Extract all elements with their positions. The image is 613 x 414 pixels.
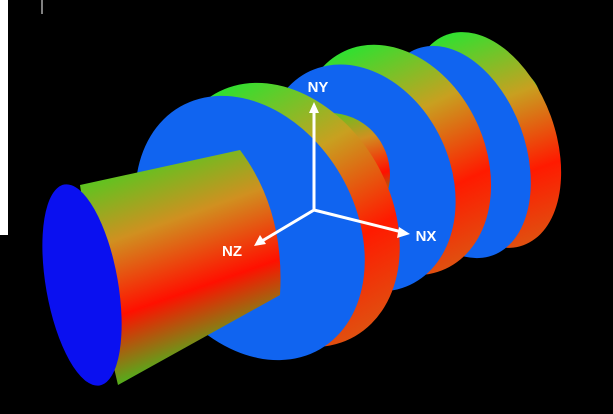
axis-label: NZ (222, 243, 242, 260)
axes (254, 102, 410, 246)
axis-nz (261, 208, 315, 243)
axis-label: NX (416, 228, 437, 245)
shaft-face (42, 184, 122, 386)
arrow (254, 235, 266, 246)
model (42, 32, 562, 386)
arrow (309, 102, 319, 113)
arrow (397, 227, 410, 238)
axis-label: NY (308, 79, 329, 96)
viewport-edge (0, 235, 10, 414)
axis-nx (313, 208, 403, 234)
shaft (80, 150, 281, 385)
